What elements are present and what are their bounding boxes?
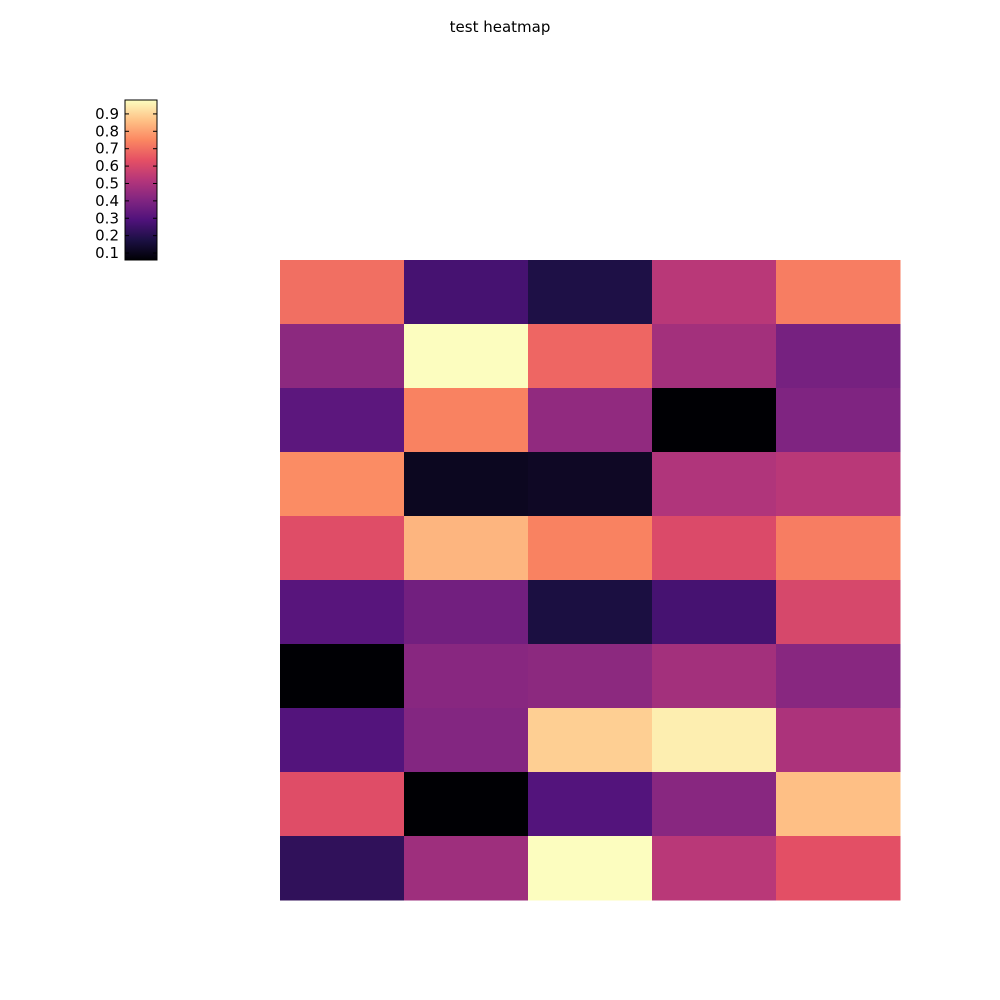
heatmap-cell	[776, 644, 901, 709]
heatmap-cell	[652, 452, 777, 517]
colorbar-tick-label: 0.9	[95, 105, 119, 123]
heatmap-cell	[280, 516, 405, 581]
heatmap-cell	[652, 708, 777, 773]
heatmap-cell	[652, 772, 777, 837]
colorbar: 0.10.20.30.40.50.60.70.80.9	[95, 99, 158, 262]
heatmap-cell	[404, 452, 529, 517]
heatmap-cell	[528, 260, 653, 325]
heatmap-cell	[528, 516, 653, 581]
heatmap-cell	[528, 772, 653, 837]
heatmap-cell	[528, 452, 653, 517]
colorbar-tick-label: 0.3	[95, 209, 119, 227]
heatmap-cell	[528, 388, 653, 453]
heatmap-cell	[404, 324, 529, 389]
heatmap-cell	[404, 708, 529, 773]
heatmap-cell	[652, 388, 777, 453]
heatmap-cell	[652, 516, 777, 581]
heatmap-cell	[404, 516, 529, 581]
heatmap-cell	[776, 516, 901, 581]
heatmap-cell	[404, 836, 529, 901]
heatmap-cell	[528, 708, 653, 773]
colorbar-frame	[124, 99, 158, 261]
heatmap-grid	[280, 260, 901, 901]
heatmap-cell	[776, 324, 901, 389]
heatmap-cell	[528, 580, 653, 645]
colorbar-tick-label: 0.4	[95, 192, 119, 210]
heatmap-cell	[528, 324, 653, 389]
heatmap-cell	[404, 644, 529, 709]
heatmap-cell	[652, 836, 777, 901]
heatmap-cell	[280, 836, 405, 901]
heatmap-cell	[776, 836, 901, 901]
heatmap-cell	[776, 452, 901, 517]
heatmap-cell	[776, 772, 901, 837]
heatmap-cell	[528, 644, 653, 709]
colorbar-ticks: 0.10.20.30.40.50.60.70.80.9	[95, 105, 157, 262]
heatmap-cell	[404, 580, 529, 645]
chart-title: test heatmap	[450, 18, 551, 36]
heatmap-cell	[652, 324, 777, 389]
heatmap-cell	[776, 708, 901, 773]
heatmap-cell	[280, 388, 405, 453]
heatmap-cell	[652, 580, 777, 645]
heatmap-cell	[280, 324, 405, 389]
heatmap-cell	[404, 388, 529, 453]
heatmap-cell	[280, 772, 405, 837]
colorbar-tick-label: 0.6	[95, 157, 119, 175]
heatmap-cell	[528, 836, 653, 901]
colorbar-tick-label: 0.2	[95, 227, 119, 245]
heatmap-cell	[652, 260, 777, 325]
heatmap-cell	[280, 644, 405, 709]
heatmap-cell	[280, 260, 405, 325]
heatmap-cell	[776, 260, 901, 325]
heatmap-cell	[404, 260, 529, 325]
heatmap-cell	[404, 772, 529, 837]
colorbar-gradient	[125, 100, 157, 260]
heatmap-cell	[280, 708, 405, 773]
colorbar-tick-label: 0.7	[95, 140, 119, 158]
colorbar-tick-label: 0.5	[95, 174, 119, 192]
heatmap-cell	[280, 452, 405, 517]
heatmap-cell	[280, 580, 405, 645]
heatmap-cell	[776, 388, 901, 453]
heatmap-cell	[776, 580, 901, 645]
colorbar-tick-label: 0.1	[95, 244, 119, 262]
colorbar-tick-label: 0.8	[95, 122, 119, 140]
heatmap-cell	[652, 644, 777, 709]
